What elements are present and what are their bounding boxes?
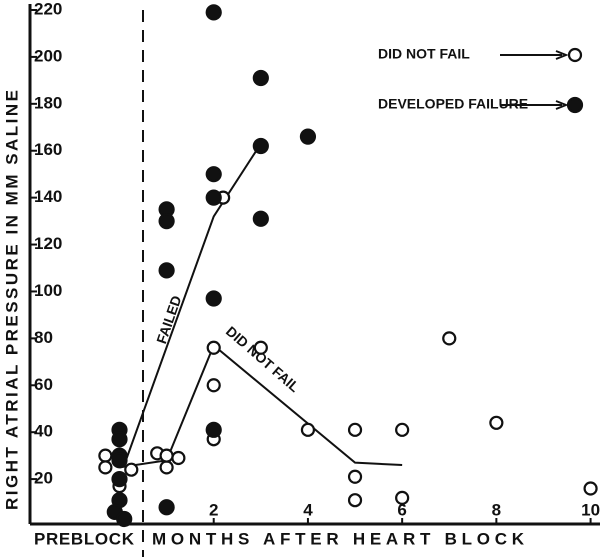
legend-arrowhead: [555, 100, 569, 110]
open-point: [159, 460, 174, 475]
y-tick-label: 180: [34, 93, 62, 112]
filled-point: [205, 421, 222, 438]
x-tick-label: 6: [397, 500, 406, 519]
y-tick-label: 200: [34, 46, 62, 65]
y-tick-label: 20: [34, 469, 53, 488]
open-point: [489, 415, 504, 430]
open-point: [395, 490, 410, 505]
y-tick-label: 100: [34, 281, 62, 300]
filled-point: [205, 189, 222, 206]
filled-point: [111, 452, 128, 469]
open-point: [253, 340, 268, 355]
line-annotation: FAILED: [153, 293, 184, 345]
y-tick-label: 60: [34, 375, 53, 394]
y-tick-label: 160: [34, 140, 62, 159]
x-tick-label: 8: [492, 500, 501, 519]
filled-point: [205, 4, 222, 21]
open-point: [206, 378, 221, 393]
open-point: [300, 422, 316, 437]
legend-label: DEVELOPED FAILURE: [378, 96, 528, 112]
filled-point: [205, 166, 222, 183]
filled-point: [252, 210, 269, 227]
trend-line: [123, 143, 262, 466]
open-point: [124, 462, 139, 477]
filled-point: [111, 470, 128, 488]
open-point: [159, 448, 174, 463]
filled-point: [252, 69, 269, 87]
x-axis-label-pre: PREBLOCK: [34, 529, 135, 548]
filled-point: [158, 212, 175, 230]
y-tick-label: 120: [34, 234, 62, 253]
filled-point: [252, 137, 269, 155]
filled-point: [111, 431, 128, 448]
x-tick-label: 10: [581, 500, 600, 519]
legend-marker: [567, 47, 583, 63]
open-point: [347, 469, 363, 484]
line-annotation: DID NOT FAIL: [223, 323, 303, 396]
legend-arrowhead: [555, 50, 569, 60]
filled-point: [299, 128, 317, 145]
open-point: [98, 460, 113, 475]
filled-point: [205, 290, 222, 307]
open-point: [347, 493, 363, 508]
open-point: [583, 481, 598, 496]
filled-point: [158, 262, 175, 279]
x-tick-label: 4: [303, 500, 313, 519]
open-point: [442, 331, 457, 346]
open-point: [395, 422, 410, 437]
y-tick-label: 80: [34, 328, 53, 347]
open-point: [171, 450, 186, 466]
x-axis-label: MONTHS AFTER HEART BLOCK: [152, 529, 525, 548]
y-tick-label: 140: [34, 187, 62, 206]
y-axis-label: RIGHT ATRIAL PRESSURE IN MM SALINE: [2, 90, 21, 510]
y-tick-label: 40: [34, 422, 53, 441]
legend-label: DID NOT FAIL: [378, 46, 470, 62]
x-tick-label: 2: [209, 500, 218, 519]
filled-point: [116, 510, 133, 528]
y-tick-label: 220: [34, 0, 62, 18]
open-point: [98, 448, 113, 463]
open-point: [347, 422, 363, 437]
open-point: [206, 340, 221, 355]
filled-point: [158, 499, 175, 516]
legend-marker: [566, 96, 584, 114]
